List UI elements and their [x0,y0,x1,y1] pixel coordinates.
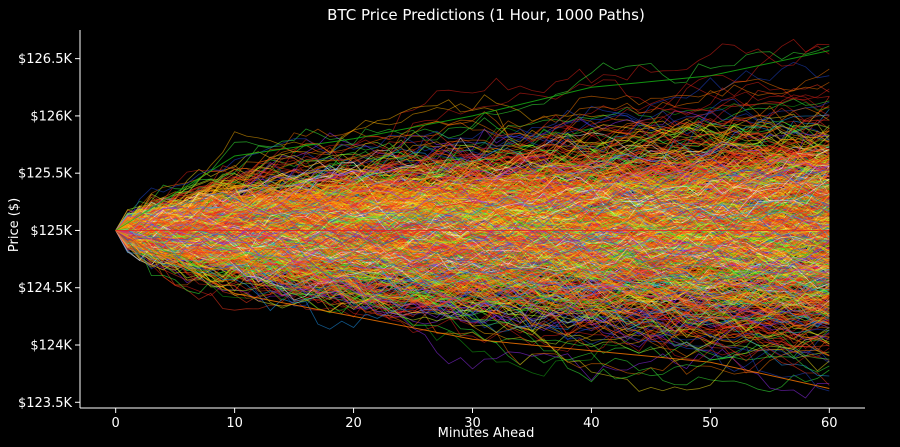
price-path [115,215,830,329]
price-path [115,43,830,236]
price-path [115,222,830,321]
price-path [115,135,830,233]
x-tick-label: 40 [583,416,600,431]
x-tick-label: 20 [345,416,362,431]
price-path [115,208,830,303]
y-ticks: $123.5K $124K $124.5K $125K $125.5K $126K $126… [18,52,80,411]
y-tick-label: $125.5K [18,167,72,182]
representative-paths-layer [115,50,830,389]
price-path [115,149,830,231]
price-path [115,118,830,231]
price-path [115,190,830,260]
price-path [115,117,830,231]
x-tick-label: 60 [821,416,838,431]
price-path [115,230,830,324]
price-path [115,204,830,283]
price-path [115,145,830,239]
price-path [115,209,830,258]
price-path [115,176,830,238]
y-tick-label: $126K [30,109,72,124]
price-path [115,230,830,339]
price-path [115,61,830,231]
y-axis-title: Price ($) [7,198,22,252]
x-tick-label: 30 [464,416,481,431]
price-path [115,219,830,296]
price-path [115,68,830,231]
price-path [115,230,830,339]
price-path [115,45,830,231]
y-tick-label: $125K [30,224,72,239]
price-path [115,230,830,314]
price-path [115,211,830,266]
representative-path-lower-envelope [115,230,830,389]
price-path [115,185,830,272]
price-path [115,230,830,334]
price-path [115,141,830,244]
price-path [115,190,830,244]
price-path [115,156,830,250]
price-path [115,109,830,231]
price-path [115,230,830,306]
y-tick-label: $126.5K [18,52,72,67]
paths-layer [115,38,830,399]
price-path [115,179,830,279]
price-path [115,173,830,266]
x-ticks: 0 10 20 30 40 50 60 [112,408,838,431]
price-path [115,148,830,231]
y-tick-label: $123.5K [18,396,72,411]
price-path [115,168,830,257]
price-path [115,189,830,247]
price-path [115,229,830,307]
price-path [115,99,830,231]
y-tick-label: $124K [30,339,72,354]
chart-title: BTC Price Predictions (1 Hour, 1000 Path… [327,6,645,24]
price-path [115,107,830,234]
price-path [115,230,830,334]
x-tick-label: 10 [226,416,243,431]
price-path [115,208,830,280]
price-path [115,205,830,254]
price-path [115,150,830,231]
representative-path-upper-envelope [115,50,830,231]
price-path [115,228,830,340]
price-path [115,185,830,251]
price-path [115,206,830,270]
price-path [115,193,830,277]
price-path [115,192,830,245]
x-axis-title: Minutes Ahead [438,426,535,441]
price-path [115,209,830,272]
y-tick-label: $124.5K [18,281,72,296]
x-tick-label: 50 [702,416,719,431]
price-path [115,230,830,320]
x-tick-label: 0 [112,416,120,431]
price-path [115,141,830,231]
price-path [115,128,830,236]
price-path [115,116,830,254]
price-path [115,176,830,245]
price-path [115,230,830,293]
price-path [115,214,830,272]
price-path [115,210,830,303]
price-path [115,128,830,242]
price-path [115,220,830,275]
price-path [115,230,830,345]
